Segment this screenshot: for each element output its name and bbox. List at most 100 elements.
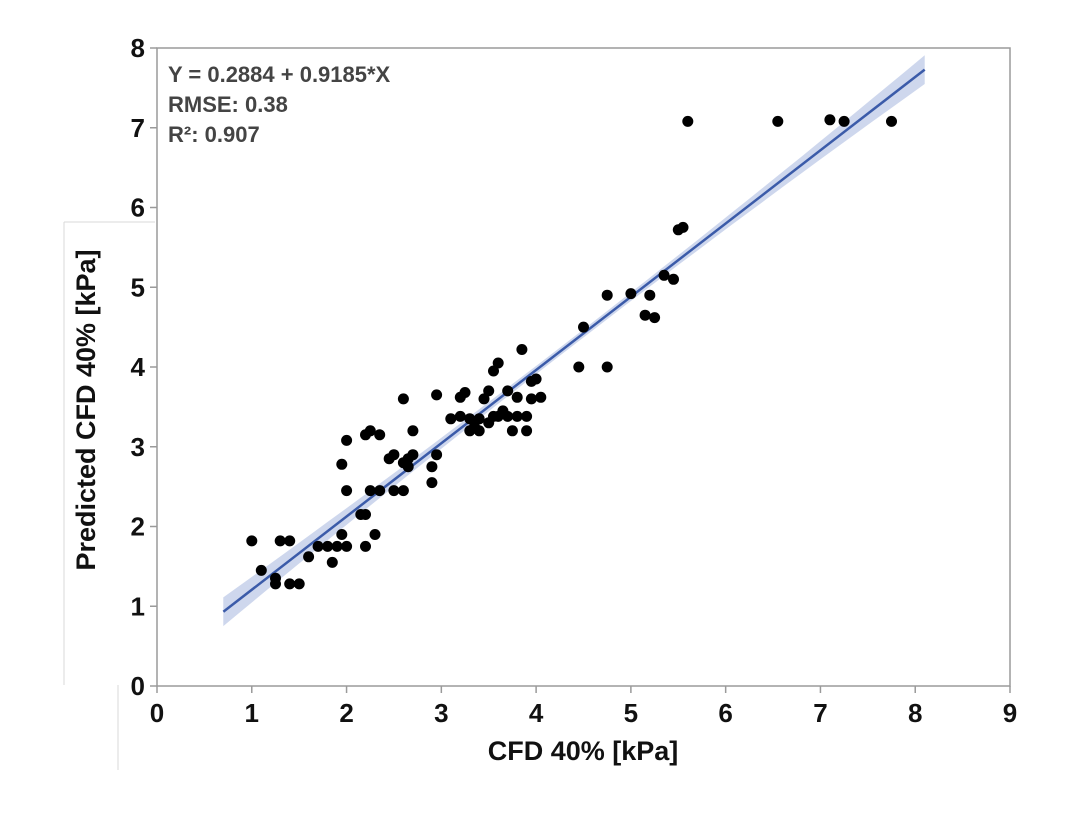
data-point: [516, 344, 528, 355]
data-point: [341, 540, 353, 552]
data-point: [668, 273, 679, 285]
y-axis-title: Predicted CFD 40% [kPa]: [71, 249, 101, 570]
x-tick-label: 5: [624, 698, 638, 728]
data-point: [473, 413, 485, 425]
data-point: [478, 393, 490, 405]
data-point: [374, 485, 386, 497]
y-ticks: 0 1 2 3 4 5 6 7 8: [131, 33, 157, 701]
data-point: [402, 461, 414, 473]
annotation-r2: R²: 0.907: [168, 122, 260, 147]
y-tick-label: 4: [131, 352, 146, 382]
regression-line: [222, 68, 926, 613]
y-tick-label: 1: [131, 591, 145, 621]
data-point: [274, 535, 286, 547]
data-point: [445, 413, 457, 425]
data-point: [255, 564, 267, 576]
x-tick-label: 3: [434, 698, 448, 728]
x-tick-label: 1: [245, 698, 259, 728]
data-point: [578, 321, 589, 333]
x-tick-label: 0: [150, 698, 164, 728]
data-point: [364, 425, 376, 437]
annotation-rmse: RMSE: 0.38: [168, 92, 288, 117]
annotation-equation: Y = 0.2884 + 0.9185*X: [168, 62, 391, 87]
data-point: [511, 391, 523, 403]
data-point: [838, 115, 850, 127]
data-point: [341, 434, 353, 446]
data-point: [431, 449, 443, 461]
data-point: [502, 385, 514, 397]
x-ticks: 0 1 2 3 4 5 6 7 8 9: [150, 686, 1017, 728]
y-tick-label: 3: [131, 432, 145, 462]
y-tick-label: 7: [131, 113, 145, 143]
y-tick-label: 5: [131, 272, 145, 302]
data-point: [284, 578, 296, 590]
data-point: [521, 410, 533, 422]
data-point: [488, 365, 499, 377]
data-point: [535, 391, 547, 403]
x-tick-label: 6: [718, 698, 732, 728]
data-point: [407, 425, 419, 437]
data-point: [293, 578, 305, 590]
ylabel-frame: [63, 221, 155, 770]
data-point: [397, 393, 409, 405]
data-point: [454, 410, 466, 422]
data-point: [374, 429, 386, 441]
data-point: [369, 529, 381, 540]
data-point: [824, 114, 836, 126]
data-point: [431, 389, 443, 401]
data-point: [601, 289, 613, 301]
data-point: [473, 425, 485, 437]
data-point: [360, 509, 371, 520]
data-point: [525, 393, 537, 405]
data-point: [502, 410, 514, 422]
data-point: [682, 115, 694, 127]
data-point: [397, 485, 409, 497]
data-point: [322, 540, 334, 552]
data-point: [511, 410, 523, 422]
data-point: [246, 535, 258, 547]
y-tick-label: 2: [131, 512, 145, 542]
data-point: [326, 556, 338, 568]
y-tick-label: 8: [131, 33, 145, 63]
data-point: [331, 540, 343, 552]
x-tick-label: 9: [1003, 698, 1017, 728]
data-point: [886, 115, 897, 127]
data-point: [388, 449, 400, 461]
data-point: [426, 477, 438, 489]
x-tick-label: 7: [813, 698, 827, 728]
data-point: [336, 458, 348, 470]
data-point: [530, 373, 542, 385]
data-point: [459, 387, 471, 398]
data-point: [658, 269, 670, 281]
data-point: [601, 361, 613, 373]
data-point: [625, 288, 637, 300]
data-point: [483, 385, 495, 397]
data-point: [639, 309, 651, 321]
data-point: [506, 425, 518, 437]
data-point: [303, 551, 315, 563]
data-point: [388, 485, 400, 497]
data-point: [677, 221, 689, 233]
data-point: [521, 425, 533, 437]
data-point: [364, 485, 376, 497]
fit-line: [222, 68, 926, 613]
x-tick-label: 8: [908, 698, 922, 728]
data-point: [336, 529, 348, 540]
x-tick-label: 4: [529, 698, 544, 728]
data-point: [407, 449, 419, 461]
data-point: [270, 572, 281, 584]
points-layer: [246, 114, 897, 590]
y-tick-label: 0: [131, 671, 145, 701]
data-point: [573, 361, 585, 373]
data-point: [341, 485, 353, 497]
x-axis-title: CFD 40% [kPa]: [488, 736, 679, 766]
data-point: [360, 540, 371, 552]
data-point: [649, 312, 661, 324]
data-point: [312, 540, 324, 552]
x-tick-label: 2: [339, 698, 353, 728]
data-point: [772, 115, 784, 127]
data-point: [464, 413, 476, 425]
data-point: [284, 535, 296, 547]
